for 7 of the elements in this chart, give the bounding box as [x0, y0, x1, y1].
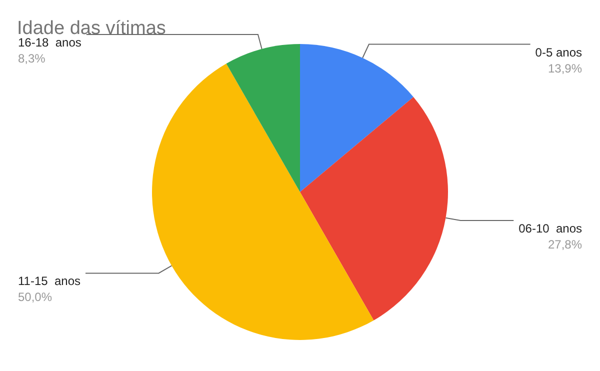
data-label: 8,3% [18, 52, 46, 66]
data-label: 27,8% [548, 238, 582, 252]
slice-label: 06-10 anos [518, 222, 582, 236]
data-label: 50,0% [18, 290, 52, 304]
slice-label: 11-15 anos [18, 274, 80, 288]
slice-label: 0-5 anos [535, 45, 582, 60]
data-label: 13,9% [548, 61, 582, 76]
